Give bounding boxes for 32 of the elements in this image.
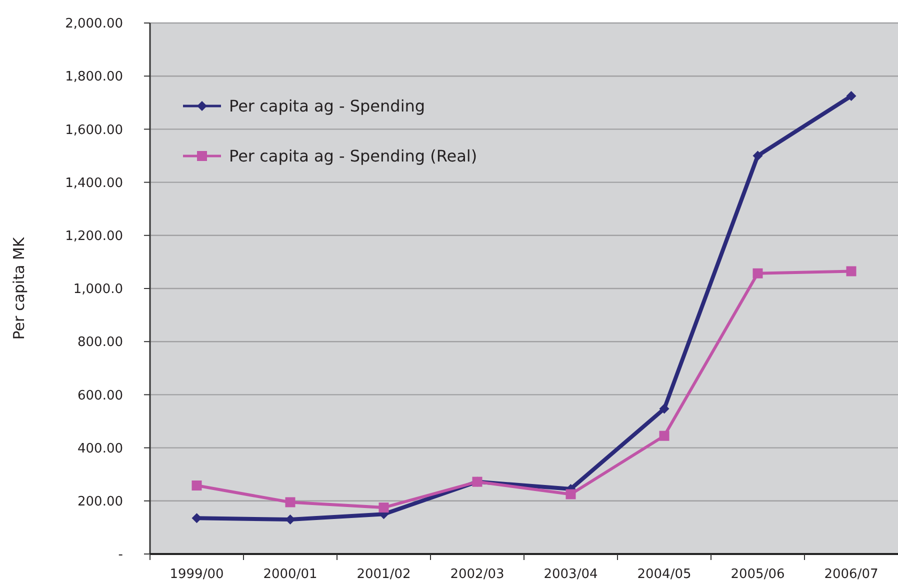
point [192,480,202,490]
point [285,497,296,508]
y-tick-label: 1,800.00 [65,70,123,85]
point [378,502,389,513]
point [659,430,670,441]
x-tick-label: 1999/00 [170,567,224,582]
x-tick-label: 2001/02 [356,567,411,582]
x-tick-label: 2005/06 [730,567,785,582]
y-axis-title: Per capita MK [10,236,28,340]
y-tick-label: 2,000.00 [65,16,123,32]
y-tick-label: - [118,548,124,563]
x-tick-label: 2006/07 [824,567,878,582]
legend-label: Per capita ag - Spending (Real) [229,146,478,166]
y-tick-label: 600.00 [78,388,123,404]
point [846,91,856,102]
y-tick-label: 400.00 [78,441,123,456]
x-tick-label: 2003/04 [544,567,598,582]
y-tick-label: 200.00 [78,494,123,510]
y-tick-label: 800.00 [78,335,123,350]
y-tick-label: 1,000.0 [73,282,123,298]
point [846,266,856,276]
point [752,150,763,161]
x-tick-label: 2004/05 [637,567,692,582]
x-tick-label: 2000/01 [263,567,318,582]
y-tick-label: 1,200.00 [65,228,123,244]
y-tick-label: 1,400.00 [65,176,123,191]
point [659,404,670,414]
point [752,268,763,278]
point [566,489,576,500]
y-tick-label: 1,600.00 [65,122,123,138]
x-tick-label: 2002/03 [450,567,504,582]
legend-label: Per capita ag - Spending [229,96,426,116]
